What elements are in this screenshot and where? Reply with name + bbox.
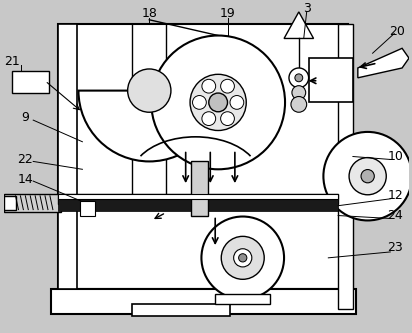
Bar (58, 24, 77, 289)
Bar (12, 71, 49, 93)
Text: 23: 23 (387, 241, 403, 254)
Circle shape (239, 254, 247, 262)
Text: 24: 24 (387, 209, 403, 222)
Text: 20: 20 (389, 25, 405, 38)
Circle shape (192, 96, 206, 109)
Circle shape (220, 79, 234, 93)
Bar (215, 294, 270, 304)
Bar (338, 24, 353, 309)
Text: 21: 21 (4, 55, 19, 68)
Circle shape (349, 158, 386, 195)
Bar (131, 304, 230, 316)
Circle shape (361, 169, 375, 183)
Circle shape (190, 74, 246, 131)
Text: 10: 10 (387, 150, 403, 163)
Bar (309, 58, 353, 103)
Text: 22: 22 (17, 153, 33, 166)
Circle shape (151, 36, 285, 169)
Circle shape (220, 112, 234, 126)
Bar (58, 194, 338, 204)
Circle shape (128, 69, 171, 112)
Circle shape (209, 93, 227, 112)
Text: 19: 19 (220, 7, 236, 20)
Circle shape (295, 74, 303, 82)
Polygon shape (284, 12, 314, 39)
Text: 9: 9 (21, 111, 29, 124)
Text: 18: 18 (141, 7, 157, 20)
Bar (4, 196, 16, 210)
Circle shape (230, 96, 244, 109)
Circle shape (201, 216, 284, 299)
Circle shape (289, 68, 309, 88)
Polygon shape (358, 48, 409, 78)
Bar (58, 197, 338, 210)
Wedge shape (78, 91, 220, 162)
Circle shape (292, 86, 306, 100)
Circle shape (323, 132, 412, 220)
Circle shape (202, 79, 215, 93)
Circle shape (221, 236, 264, 279)
Circle shape (291, 97, 307, 112)
Bar (4, 194, 61, 211)
Circle shape (202, 112, 215, 126)
Bar (58, 194, 338, 199)
Bar (191, 162, 208, 215)
Circle shape (234, 249, 252, 267)
Bar (51, 289, 356, 314)
Bar (80, 201, 95, 215)
Text: 3: 3 (303, 2, 311, 15)
Text: 14: 14 (17, 172, 33, 185)
Text: 12: 12 (387, 189, 403, 202)
Bar (58, 24, 348, 289)
